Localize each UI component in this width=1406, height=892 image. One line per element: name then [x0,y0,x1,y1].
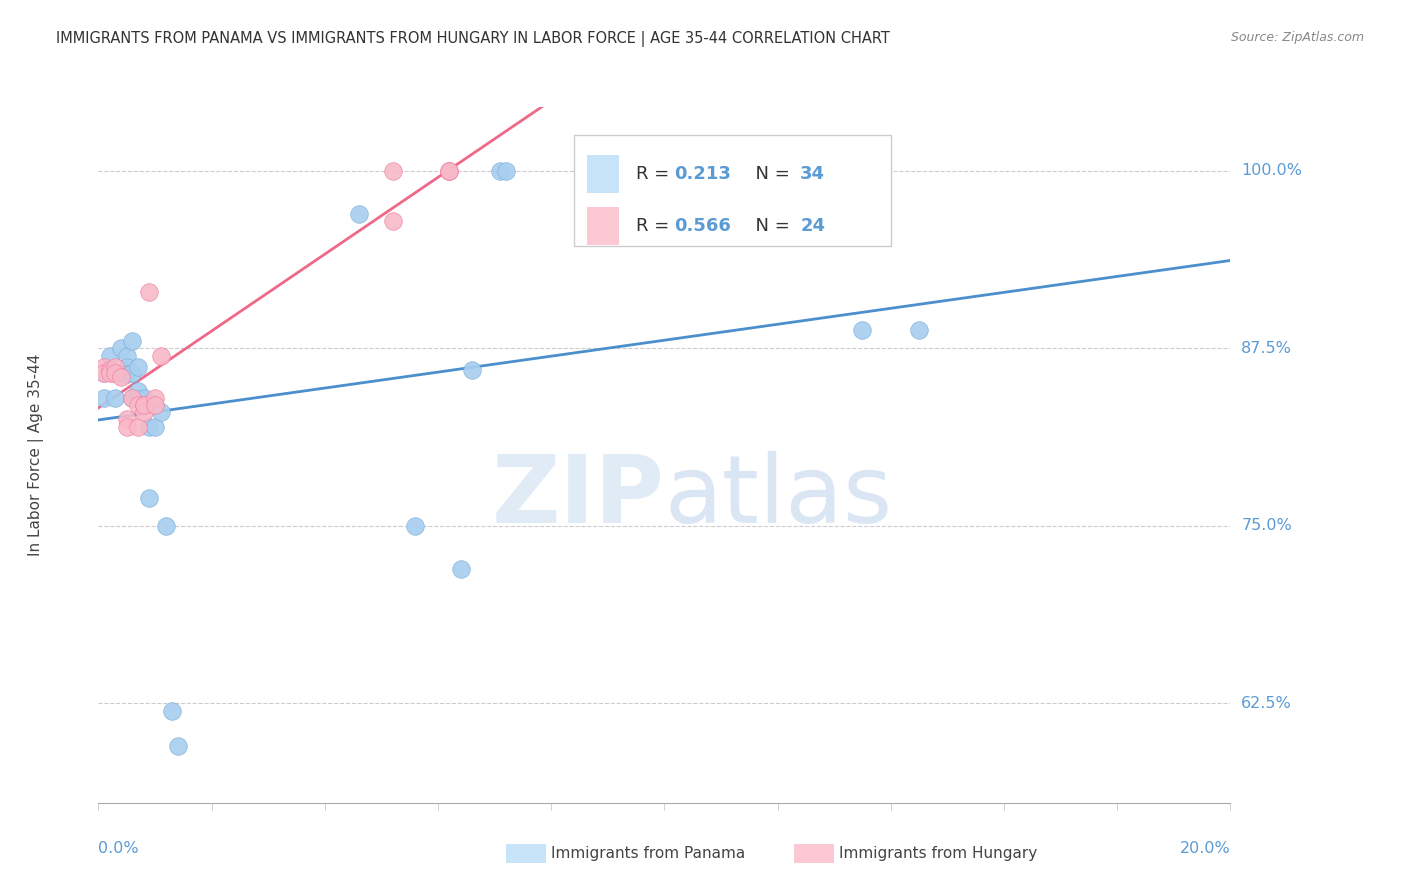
Point [489,164,512,178]
Text: 100.0%: 100.0% [1241,163,1302,178]
Point [127,419,149,434]
Point [143,398,166,412]
Text: atlas: atlas [665,450,893,542]
Point [495,164,517,178]
Point [450,561,472,575]
Text: N =: N = [744,165,794,183]
Point [98,362,121,376]
Point [98,349,121,363]
Point [155,519,177,533]
Point [115,419,138,434]
Point [110,342,132,356]
Point [127,391,149,405]
Point [121,391,143,405]
Text: 0.0%: 0.0% [98,841,139,856]
FancyBboxPatch shape [588,154,619,193]
Point [115,349,138,363]
Point [347,206,370,220]
Point [908,323,931,337]
Point [127,398,149,412]
Point [138,491,160,505]
Point [115,367,138,381]
Point [110,366,132,380]
FancyBboxPatch shape [588,207,619,245]
Point [93,391,115,405]
Point [104,366,127,380]
Text: Immigrants from Hungary: Immigrants from Hungary [839,847,1038,861]
Point [121,391,143,405]
Point [121,366,143,380]
Point [138,285,160,299]
Text: R =: R = [636,217,675,235]
Text: IMMIGRANTS FROM PANAMA VS IMMIGRANTS FROM HUNGARY IN LABOR FORCE | AGE 35-44 COR: IMMIGRANTS FROM PANAMA VS IMMIGRANTS FRO… [56,31,890,47]
Text: 24: 24 [800,217,825,235]
Point [160,704,183,718]
Point [149,405,172,419]
Point [98,366,121,380]
Point [138,419,160,434]
Point [404,519,426,533]
Point [851,323,873,337]
Text: ZIP: ZIP [492,450,665,542]
Point [461,362,484,376]
Point [121,334,143,349]
Point [127,384,149,398]
Point [127,359,149,374]
Point [439,164,461,178]
Point [132,391,155,405]
Text: In Labor Force | Age 35-44: In Labor Force | Age 35-44 [28,354,44,556]
Text: 75.0%: 75.0% [1241,518,1292,533]
Text: R =: R = [636,165,675,183]
Point [439,164,461,178]
Point [93,366,115,380]
Point [381,164,404,178]
Point [149,349,172,363]
Point [93,366,115,380]
Text: 20.0%: 20.0% [1180,841,1230,856]
Text: 0.566: 0.566 [675,217,731,235]
Point [115,412,138,426]
Point [132,398,155,412]
Text: 34: 34 [800,165,825,183]
Point [143,398,166,412]
Point [132,398,155,412]
Point [381,213,404,227]
Point [104,391,127,405]
Text: 87.5%: 87.5% [1241,341,1292,356]
FancyBboxPatch shape [574,135,891,246]
Text: Source: ZipAtlas.com: Source: ZipAtlas.com [1230,31,1364,45]
Point [110,369,132,384]
Point [104,366,127,380]
Point [143,419,166,434]
Text: N =: N = [744,217,794,235]
Point [115,359,138,374]
Point [132,405,155,419]
Text: Immigrants from Panama: Immigrants from Panama [551,847,745,861]
Point [439,164,461,178]
Point [104,359,127,374]
Text: 0.213: 0.213 [675,165,731,183]
Text: 62.5%: 62.5% [1241,696,1292,711]
Point [132,398,155,412]
Point [143,391,166,405]
Point [93,359,115,374]
Point [166,739,188,753]
